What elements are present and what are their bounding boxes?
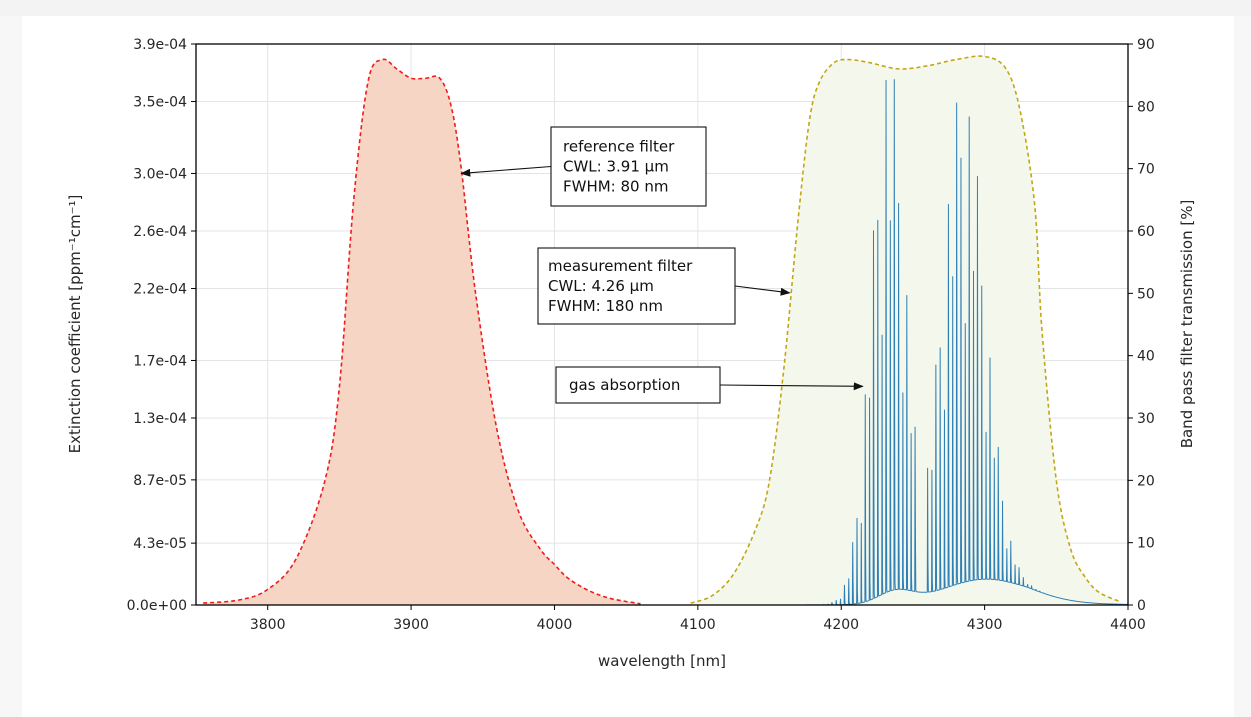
y-left-tick-label: 4.3e-05 bbox=[133, 536, 187, 552]
y-right-tick-label: 30 bbox=[1137, 411, 1155, 427]
right-margin-bar bbox=[1234, 16, 1251, 717]
top-margin-bar bbox=[0, 0, 1251, 16]
y-left-tick-label: 2.2e-04 bbox=[133, 282, 187, 298]
x-tick-label: 4200 bbox=[823, 617, 859, 633]
y-left-tick-label: 8.7e-05 bbox=[133, 473, 187, 489]
plot-frame bbox=[195, 43, 1129, 606]
annotation-text-line: CWL: 3.91 µm bbox=[563, 158, 669, 176]
annotations: reference filter CWL: 3.91 µm FWHM: 80 nm m… bbox=[460, 126, 864, 404]
filter-fill-area-1 bbox=[690, 56, 1121, 605]
annotation-0: reference filter CWL: 3.91 µm FWHM: 80 nm bbox=[460, 126, 707, 207]
annotation-text-line: measurement filter bbox=[548, 257, 693, 275]
y-left-tick-label: 3.0e-04 bbox=[133, 166, 187, 182]
x-tick-label: 4100 bbox=[680, 617, 716, 633]
y-right-tick-label: 20 bbox=[1137, 473, 1155, 489]
annotation-arrow bbox=[460, 165, 552, 177]
filter-fill-area-0 bbox=[203, 59, 641, 605]
y-left-tick-label: 2.6e-04 bbox=[133, 224, 187, 240]
annotation-arrow bbox=[734, 285, 791, 296]
left-margin-bar bbox=[0, 16, 22, 717]
annotation-arrow bbox=[719, 382, 864, 391]
y-right-axis-label: Band pass filter transmission [%] bbox=[1178, 200, 1196, 449]
annotation-text-line: FWHM: 80 nm bbox=[563, 178, 668, 196]
annotation-2: gas absorption bbox=[555, 366, 864, 404]
y-left-tick-label: 1.3e-04 bbox=[133, 411, 187, 427]
x-tick-label: 4400 bbox=[1110, 617, 1146, 633]
y-right-tick-label: 70 bbox=[1137, 162, 1155, 178]
y-right-tick-label: 10 bbox=[1137, 536, 1155, 552]
annotation-text-line: gas absorption bbox=[569, 376, 680, 394]
x-tick-label: 3900 bbox=[393, 617, 429, 633]
x-tick-label: 3800 bbox=[250, 617, 286, 633]
annotation-text-line: FWHM: 180 nm bbox=[548, 297, 663, 315]
y-left-tick-label: 1.7e-04 bbox=[133, 353, 187, 369]
filter-dashed-line-0 bbox=[203, 58, 641, 605]
annotation-text-line: reference filter bbox=[563, 138, 675, 156]
y-left-tick-label: 3.5e-04 bbox=[133, 95, 187, 111]
annotation-box bbox=[537, 247, 736, 325]
annotation-text-line: CWL: 4.26 µm bbox=[548, 277, 654, 295]
y-right-tick-label: 40 bbox=[1137, 349, 1155, 365]
filter-lines bbox=[203, 55, 1122, 605]
annotation-1: measurement filter CWL: 4.26 µm FWHM: 180 … bbox=[537, 247, 791, 325]
y-right-tick-label: 90 bbox=[1137, 37, 1155, 53]
x-tick-label: 4300 bbox=[967, 617, 1003, 633]
annotation-box bbox=[550, 126, 707, 207]
y-left-tick-label: 3.9e-04 bbox=[133, 37, 187, 53]
y-right-tick-label: 80 bbox=[1137, 99, 1155, 115]
y-right-tick-label: 0 bbox=[1137, 598, 1146, 614]
x-tick-label: 4000 bbox=[537, 617, 573, 633]
axis-ticks: 3800 3900 4000 4100 4200 4300 4400 0.0e+00 4.3e-… bbox=[127, 37, 1155, 633]
filter-fills bbox=[203, 56, 1121, 605]
y-right-tick-label: 60 bbox=[1137, 224, 1155, 240]
y-left-tick-label: 0.0e+00 bbox=[127, 598, 187, 614]
y-right-tick-label: 50 bbox=[1137, 286, 1155, 302]
x-axis-label: wavelength [nm] bbox=[598, 652, 726, 670]
filter-dashed-line-1 bbox=[690, 55, 1122, 604]
y-left-axis-label: Extinction coefficient [ppm⁻¹cm⁻¹] bbox=[66, 195, 84, 454]
